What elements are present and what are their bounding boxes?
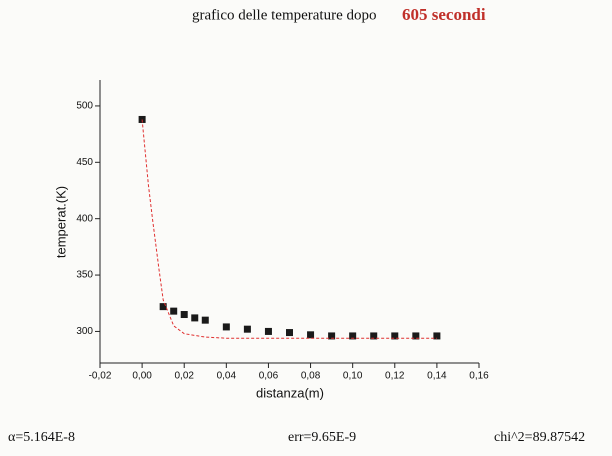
data-point — [370, 332, 378, 340]
x-axis-label: distanza(m) — [256, 385, 324, 400]
x-tick-label: 0,00 — [132, 371, 152, 382]
x-tick-label: 0,10 — [343, 371, 363, 382]
footer-chi: chi^2=89.87542 — [494, 430, 585, 445]
chart-title: grafico delle temperature dopo — [192, 7, 377, 23]
footer-alpha: α=5.164E-8 — [8, 430, 75, 445]
data-point — [159, 303, 167, 311]
y-tick-label: 450 — [76, 157, 93, 168]
y-axis-label: temperat.(K) — [53, 186, 68, 258]
data-point — [391, 332, 399, 340]
data-point — [264, 327, 272, 335]
y-tick-label: 400 — [76, 213, 93, 224]
x-tick-label: 0,08 — [301, 371, 321, 382]
data-point — [328, 332, 336, 340]
data-point — [286, 329, 293, 337]
data-point — [191, 314, 199, 322]
x-tick-label: 0,12 — [385, 371, 405, 382]
data-point — [138, 115, 146, 123]
data-point — [222, 323, 230, 331]
data-point — [243, 325, 251, 333]
x-tick-label: 0,06 — [259, 371, 279, 382]
data-point — [170, 307, 178, 315]
data-point — [349, 332, 357, 340]
x-tick-label: 0,04 — [217, 371, 237, 382]
x-tick-label: 0,14 — [427, 371, 447, 382]
chart-title-highlight: 605 secondi — [402, 5, 486, 24]
fit-line — [141, 119, 437, 339]
y-tick-label: 350 — [76, 270, 93, 281]
x-tick-label: -0,02 — [89, 371, 112, 382]
y-tick-label: 300 — [76, 326, 93, 337]
data-point — [412, 332, 420, 340]
x-tick-label: 0,16 — [469, 371, 489, 382]
footer-err: err=9.65E-9 — [288, 430, 356, 445]
data-point — [180, 311, 188, 319]
data-point — [201, 316, 209, 324]
x-tick-label: 0,02 — [174, 371, 194, 382]
data-point — [433, 332, 441, 340]
data-point — [307, 331, 315, 339]
y-tick-label: 500 — [76, 101, 93, 112]
